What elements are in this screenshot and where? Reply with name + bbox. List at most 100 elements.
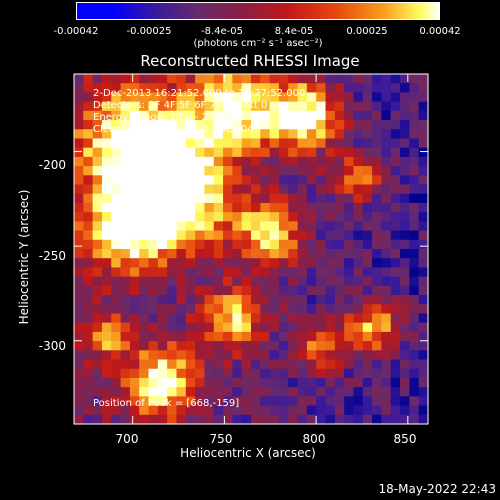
heatmap-cell <box>176 313 187 324</box>
heatmap-cell <box>92 414 103 425</box>
heatmap-cell <box>148 129 159 140</box>
heatmap-cell <box>381 377 392 388</box>
heatmap-cell <box>120 110 131 121</box>
heatmap-cell <box>232 184 243 195</box>
heatmap-cell <box>74 377 84 388</box>
heatmap-cell <box>139 120 150 130</box>
heatmap-cell <box>204 405 215 416</box>
heatmap-cell <box>418 396 429 407</box>
heatmap-cell <box>167 377 178 388</box>
heatmap-cell <box>390 350 401 361</box>
heatmap-cell <box>269 101 280 112</box>
heatmap-cell <box>120 359 131 370</box>
heatmap-cell <box>297 313 308 324</box>
heatmap-cell <box>129 285 140 296</box>
heatmap-cell <box>288 101 299 112</box>
heatmap-cell <box>334 175 345 186</box>
heatmap-cell <box>251 202 261 213</box>
heatmap-cell <box>316 359 327 370</box>
heatmap-cell <box>204 341 215 351</box>
heatmap-cell <box>381 156 392 167</box>
heatmap-cell <box>362 212 373 222</box>
heatmap-cell <box>139 138 150 149</box>
heatmap-cell <box>288 405 299 416</box>
heatmap-cell <box>195 258 206 269</box>
heatmap-cell <box>344 83 355 94</box>
heatmap-cell <box>92 304 103 315</box>
heatmap-cell <box>120 249 131 259</box>
heatmap-cell <box>372 368 383 379</box>
heatmap-cell <box>344 230 355 241</box>
heatmap-cell <box>241 166 252 176</box>
heatmap-cell <box>362 304 373 315</box>
heatmap-cell <box>409 110 420 121</box>
heatmap-cell <box>353 368 364 379</box>
heatmap-cell <box>306 276 317 287</box>
heatmap-cell <box>195 405 206 416</box>
heatmap-cell <box>400 74 410 84</box>
heatmap-cell <box>344 175 355 186</box>
heatmap-cell <box>381 341 392 351</box>
heatmap-cell <box>204 175 215 186</box>
heatmap-cell <box>111 193 122 204</box>
heatmap-cell <box>129 239 140 250</box>
heatmap-cell <box>306 166 317 176</box>
heatmap-cell <box>167 368 178 379</box>
heatmap-cell <box>409 175 420 186</box>
heatmap-cell <box>344 359 355 370</box>
heatmap-cell <box>278 276 289 287</box>
heatmap-cell <box>390 331 401 342</box>
heatmap-cell <box>381 184 392 195</box>
heatmap-cell <box>306 359 317 370</box>
heatmap-cell <box>129 350 140 361</box>
heatmap-cell <box>204 313 215 324</box>
heatmap-cell <box>241 295 252 305</box>
heatmap-cell <box>381 147 392 158</box>
heatmap-cell <box>306 368 317 379</box>
heatmap-cell <box>372 313 383 324</box>
heatmap-cell <box>325 350 336 361</box>
heatmap-cell <box>418 221 429 232</box>
heatmap-cell <box>353 405 364 416</box>
heatmap-cell <box>213 322 224 333</box>
heatmap-cell <box>381 267 392 278</box>
heatmap-cell <box>325 239 336 250</box>
heatmap-cell <box>306 110 317 121</box>
heatmap-cell <box>101 322 112 333</box>
heatmap-cell <box>204 276 215 287</box>
heatmap-cell <box>353 396 364 407</box>
heatmap-cell <box>260 120 271 130</box>
heatmap-cell <box>223 110 233 121</box>
heatmap-cell <box>101 147 112 158</box>
heatmap-cell <box>185 166 196 176</box>
heatmap-cell <box>120 239 131 250</box>
heatmap-cell <box>101 120 112 130</box>
heatmap-cell <box>195 156 206 167</box>
heatmap-cell <box>306 202 317 213</box>
heatmap-cell <box>353 212 364 222</box>
heatmap-cell <box>241 331 252 342</box>
heatmap-cell <box>223 230 233 241</box>
heatmap-cell <box>157 184 168 195</box>
heatmap-cell <box>92 221 103 232</box>
heatmap-cell <box>297 331 308 342</box>
heatmap-cell <box>325 387 336 397</box>
heatmap-cell <box>101 258 112 269</box>
heatmap-cell <box>204 377 215 388</box>
heatmap-cell <box>400 304 410 315</box>
heatmap-cell <box>297 129 308 140</box>
heatmap-cell <box>325 184 336 195</box>
heatmap-cell <box>400 129 410 140</box>
heatmap-cell <box>372 147 383 158</box>
heatmap-cell <box>241 359 252 370</box>
heatmap-cell <box>213 92 224 103</box>
heatmap-cell <box>269 414 280 425</box>
heatmap-cell <box>260 156 271 167</box>
heatmap-cell <box>241 322 252 333</box>
heatmap-cell <box>204 359 215 370</box>
heatmap-cell <box>409 92 420 103</box>
heatmap-cell <box>260 405 271 416</box>
heatmap-cell <box>232 193 243 204</box>
heatmap-cell <box>83 202 94 213</box>
heatmap-cell <box>204 193 215 204</box>
